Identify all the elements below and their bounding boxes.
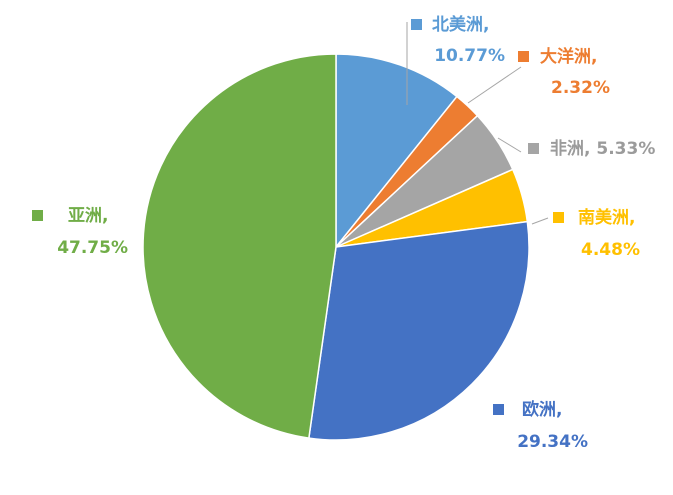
data-label-4-1: 29.34% [517,432,588,452]
leader-line-3 [531,217,549,225]
data-label-1-0: 大洋洲, [540,46,597,67]
data-label-3-0: 南美洲, [578,207,635,228]
data-label-0-1: 10.77% [434,46,505,66]
data-label-0-0: 北美洲, [432,14,489,35]
pie-slice-0 [335,53,458,250]
data-label-4-0: 欧洲, [522,399,562,420]
label-key-2 [528,143,539,154]
label-key-1 [518,51,529,62]
leader-line-2 [497,137,522,153]
pie-slices [142,53,530,441]
label-key-0 [411,19,422,30]
pie-slice-5 [142,53,337,439]
label-key-5 [32,210,43,221]
leader-lines [406,22,549,225]
data-labels: 北美洲, 10.77% 大洋洲, 2.32% 非洲, 5.33% 南美洲, 4.48% 欧洲,… [32,14,655,452]
leader-line-1 [467,66,522,104]
pie-slice-4 [308,220,530,441]
label-key-3 [553,212,564,223]
data-label-1-1: 2.32% [551,78,610,98]
data-label-5-1: 47.75% [57,238,128,258]
data-label-3-1: 4.48% [581,240,640,260]
data-label-2-0: 非洲, 5.33% [550,138,655,159]
label-key-4 [493,404,504,415]
data-label-5-0: 亚洲, [68,206,108,226]
